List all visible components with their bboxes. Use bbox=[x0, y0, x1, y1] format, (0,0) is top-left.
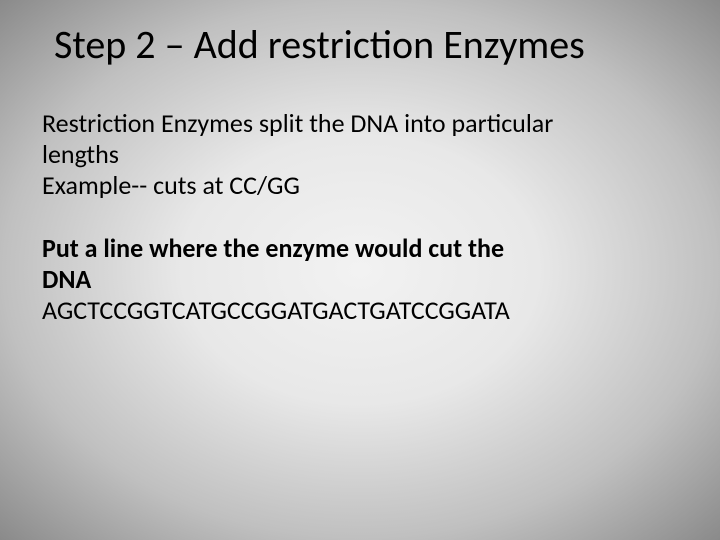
slide-title: Step 2 – Add restriction Enzymes bbox=[54, 22, 680, 68]
slide: Step 2 – Add restriction Enzymes Restric… bbox=[0, 0, 720, 540]
intro-text-line1: Restriction Enzymes split the DNA into p… bbox=[42, 108, 672, 139]
intro-text-line2: lengths bbox=[42, 139, 672, 170]
instruction-text-line2: DNA bbox=[42, 264, 672, 295]
slide-body: Restriction Enzymes split the DNA into p… bbox=[42, 108, 672, 326]
instruction-text-line1: Put a line where the enzyme would cut th… bbox=[42, 233, 672, 264]
dna-sequence: AGCTCCGGTCATGCCGGATGACTGATCCGGATA bbox=[42, 295, 672, 326]
paragraph-spacer bbox=[42, 202, 672, 233]
example-text: Example-- cuts at CC/GG bbox=[42, 170, 672, 201]
